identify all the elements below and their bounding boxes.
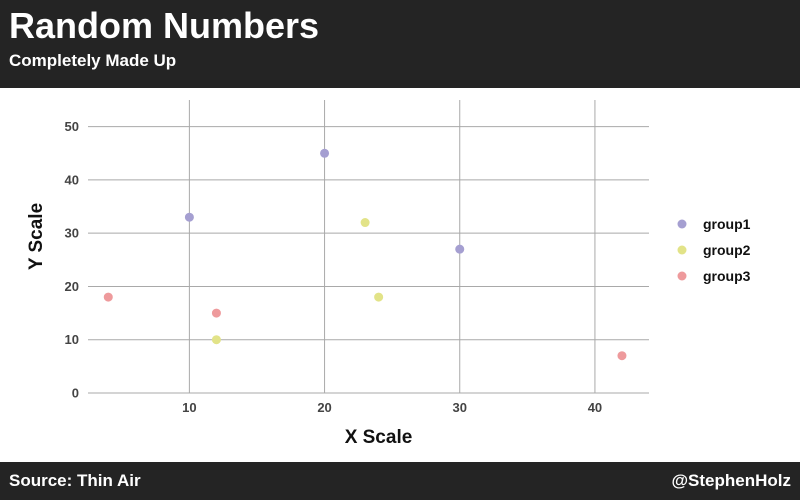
point-group3 bbox=[211, 308, 221, 318]
grid bbox=[88, 100, 649, 394]
x-tick-label: 20 bbox=[317, 400, 331, 415]
point-group3 bbox=[617, 351, 627, 361]
tick-labels: 0 10 20 30 40 50 10 20 30 40 bbox=[65, 119, 603, 415]
point-group1 bbox=[455, 244, 465, 254]
author-handle: @StephenHolz bbox=[671, 471, 791, 490]
x-tick-label: 40 bbox=[588, 400, 602, 415]
legend-label-group1: group1 bbox=[703, 216, 751, 232]
data-points bbox=[103, 148, 627, 361]
chart-subtitle: Completely Made Up bbox=[9, 51, 177, 70]
legend-swatch-group3 bbox=[677, 271, 687, 281]
footer-bar: Source: Thin Air @StephenHolz bbox=[0, 462, 800, 500]
legend-swatch-group1 bbox=[677, 219, 687, 229]
x-tick-label: 30 bbox=[453, 400, 467, 415]
legend-swatch-group2 bbox=[677, 245, 687, 255]
point-group1 bbox=[320, 148, 330, 158]
y-tick-label: 20 bbox=[65, 279, 79, 294]
x-tick-label: 10 bbox=[182, 400, 196, 415]
chart-title: Random Numbers bbox=[9, 5, 320, 46]
point-group1 bbox=[184, 212, 194, 222]
x-axis-title: X Scale bbox=[345, 427, 413, 448]
point-group3 bbox=[103, 292, 113, 302]
y-axis-title: Y Scale bbox=[26, 203, 47, 270]
legend-label-group2: group2 bbox=[703, 242, 751, 258]
source-credit: Source: Thin Air bbox=[9, 471, 141, 490]
point-group2 bbox=[374, 292, 384, 302]
header-bar: Random Numbers Completely Made Up bbox=[0, 0, 800, 88]
legend-label-group3: group3 bbox=[703, 268, 751, 284]
y-tick-label: 10 bbox=[65, 332, 79, 347]
scatter-chart: 0 10 20 30 40 50 10 20 30 40 X Scale Y Scale grou… bbox=[26, 100, 751, 448]
y-tick-label: 30 bbox=[65, 226, 79, 241]
y-tick-label: 40 bbox=[65, 172, 79, 187]
y-tick-label: 0 bbox=[72, 386, 79, 401]
point-group2 bbox=[360, 218, 370, 228]
legend: group1 group2 group3 bbox=[677, 216, 751, 284]
point-group2 bbox=[211, 335, 221, 345]
y-tick-label: 50 bbox=[65, 119, 79, 134]
